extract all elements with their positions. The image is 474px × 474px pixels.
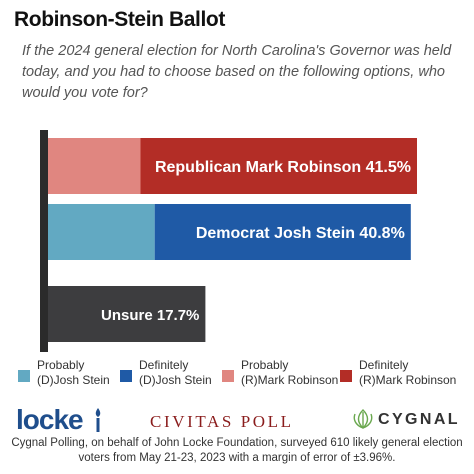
- bar-0-segment-0: [48, 138, 141, 194]
- legend-label: Definitely (R)Mark Robinson: [359, 358, 457, 387]
- torch-icon: [95, 408, 101, 432]
- bar-1-segment-0: [48, 204, 155, 260]
- chart-title: Robinson-Stein Ballot: [14, 8, 225, 31]
- legend-label: Probably (D)Josh Stein: [37, 358, 110, 387]
- legend-item-definitely-stein: Definitely (D)Josh Stein: [120, 358, 212, 388]
- bar-2-segment-0: [48, 286, 206, 342]
- legend-item-definitely-robinson: Definitely (R)Mark Robinson: [340, 358, 456, 388]
- legend-swatch: [340, 370, 352, 382]
- legend-label: Probably (R)Mark Robinson: [241, 358, 339, 387]
- bar-label-2: Unsure 17.7%: [101, 307, 199, 324]
- cygnal-logo: CYGNAL: [378, 411, 460, 428]
- ballot-bar-chart: Republican Mark Robinson 41.5% Democrat J…: [40, 130, 417, 352]
- civitas-poll-logo: CIVITAS POLL: [150, 412, 294, 431]
- locke-logo: locke: [16, 404, 84, 435]
- chart-legend: Probably (D)Josh Stein Definitely (D)Jos…: [0, 358, 474, 398]
- sponsor-logos: locke CIVITAS POLL CYGNAL: [0, 402, 474, 436]
- cygnal-emblem-icon: [353, 409, 373, 429]
- legend-label: Definitely (D)Josh Stein: [139, 358, 212, 387]
- legend-item-probably-robinson: Probably (R)Mark Robinson: [222, 358, 338, 388]
- bar-label-0: Republican Mark Robinson 41.5%: [155, 159, 411, 176]
- chart-axis-line: [40, 130, 48, 352]
- legend-swatch: [18, 370, 30, 382]
- bar-0-segment-1: [140, 138, 417, 194]
- survey-footnote: Cygnal Polling, on behalf of John Locke …: [11, 437, 463, 464]
- chart-subtitle: If the 2024 general election for North C…: [22, 43, 452, 101]
- legend-swatch: [222, 370, 234, 382]
- legend-swatch: [120, 370, 132, 382]
- bar-1-segment-1: [154, 204, 411, 260]
- legend-item-probably-stein: Probably (D)Josh Stein: [18, 358, 110, 388]
- bar-label-1: Democrat Josh Stein 40.8%: [196, 225, 405, 242]
